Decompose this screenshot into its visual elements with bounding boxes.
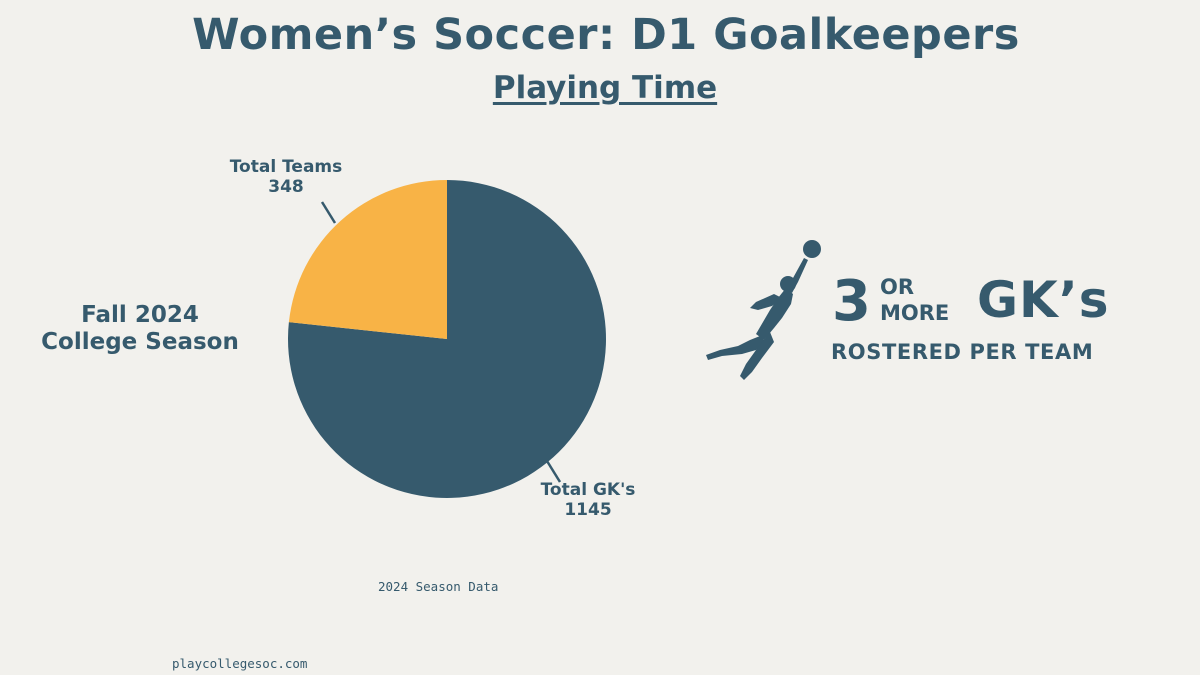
stat-rostered: ROSTERED PER TEAM (831, 340, 1094, 364)
goalkeeper-diving-icon (706, 240, 821, 380)
stat-gks: GK’s (977, 271, 1110, 329)
season-data-note: 2024 Season Data (378, 579, 499, 594)
teams-label-name: Total Teams (229, 157, 343, 177)
stat-number: 3 (832, 269, 871, 334)
page-title: Women’s Soccer: D1 Goalkeepers (192, 10, 1020, 60)
site-url: playcollegesoc.com (172, 656, 308, 671)
season-label: Fall 2024 College Season (20, 302, 260, 356)
teams-leader-line (320, 201, 337, 224)
slice-label-teams: Total Teams 348 (226, 157, 346, 197)
slice-label-gks: Total GK's 1145 (528, 480, 648, 520)
stat-more: MORE (880, 301, 950, 325)
pie-slice-total-teams (288, 180, 447, 339)
teams-label-value: 348 (268, 177, 304, 197)
season-label-line-2: College Season (41, 329, 239, 355)
gks-label-name: Total GK's (540, 480, 636, 500)
gks-label-value: 1145 (564, 500, 612, 520)
stat-or: OR (880, 275, 915, 299)
page-subtitle: Playing Time (492, 70, 718, 106)
gks-leader-line (545, 460, 562, 483)
season-label-line-1: Fall 2024 (81, 302, 199, 328)
pie-slice-total-gk-s (287, 180, 606, 498)
